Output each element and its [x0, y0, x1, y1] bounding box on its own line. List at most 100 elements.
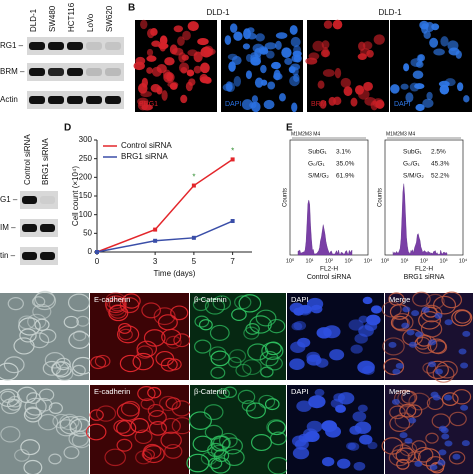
cell	[392, 315, 410, 331]
blot-band	[48, 42, 64, 50]
cell	[321, 420, 338, 433]
x-tick-label: 10²	[420, 258, 428, 264]
row-label: BRM –	[0, 67, 25, 76]
panel-label: D	[64, 123, 71, 134]
row-label: IM –	[0, 223, 16, 232]
nucleus	[460, 404, 469, 411]
cell	[362, 296, 373, 305]
nucleus	[150, 28, 158, 36]
nucleus	[290, 36, 301, 48]
cell	[33, 291, 57, 311]
stat-value: 52.2%	[431, 173, 450, 180]
nucleus	[246, 27, 255, 34]
nucleus	[159, 43, 166, 52]
cell	[354, 421, 372, 434]
nucleus	[312, 40, 324, 52]
cell	[408, 392, 431, 411]
gate-label: M1M2M3 M4	[291, 131, 320, 137]
nucleus	[370, 100, 378, 111]
cell	[23, 407, 43, 423]
micrograph	[307, 20, 389, 112]
nucleus	[390, 84, 400, 94]
cell	[449, 411, 467, 427]
nucleus	[166, 72, 174, 82]
blot-band	[67, 42, 83, 50]
cell	[299, 304, 312, 314]
nucleus	[334, 67, 342, 79]
x-tick-label: 3	[153, 257, 158, 266]
lane-label: HCT116	[67, 2, 76, 32]
nucleus	[319, 99, 327, 109]
nucleus	[180, 94, 188, 104]
cell	[85, 423, 107, 441]
nucleus	[441, 433, 450, 440]
nucleus	[416, 61, 424, 68]
lane-label: LoVo	[86, 13, 95, 32]
cell	[0, 388, 20, 408]
cell	[142, 445, 165, 464]
cell	[227, 356, 242, 368]
lane-label: SW620	[105, 5, 114, 32]
blot-band	[40, 224, 55, 232]
blot-band	[67, 68, 83, 76]
cell	[63, 315, 79, 329]
series-line	[96, 158, 234, 253]
cell	[411, 440, 427, 453]
cell	[357, 404, 368, 413]
cell	[89, 409, 104, 421]
y-tick-label: 0	[88, 247, 93, 256]
nucleus	[405, 92, 414, 103]
cell	[238, 294, 262, 313]
nucleus	[255, 33, 265, 42]
nucleus	[434, 368, 443, 375]
nucleus	[434, 312, 443, 319]
row-label: RG1 –	[0, 41, 24, 50]
x-tick-label: 10⁰	[286, 257, 295, 264]
cell	[141, 302, 161, 319]
y-tick-label: 300	[79, 135, 93, 144]
nucleus	[423, 30, 431, 40]
cell	[160, 357, 178, 372]
blot-band	[22, 196, 37, 204]
panel-label: E	[286, 123, 293, 134]
nucleus	[260, 64, 267, 74]
point	[95, 250, 99, 254]
nucleus	[228, 61, 236, 72]
cell	[188, 411, 212, 430]
cell	[242, 359, 262, 376]
cell	[170, 305, 189, 321]
nucleus	[416, 54, 424, 63]
cell	[24, 397, 47, 416]
nucleus	[458, 348, 467, 355]
cell	[105, 299, 127, 316]
y-tick-label: 100	[79, 210, 93, 219]
image-label: Merge	[389, 295, 410, 304]
blot-strip	[20, 247, 58, 265]
nucleus	[440, 36, 449, 47]
x-axis-title: FL2-H	[415, 266, 433, 273]
nucleus	[411, 310, 420, 317]
cell	[348, 319, 364, 331]
nucleus	[207, 48, 216, 55]
cell	[95, 405, 117, 422]
cell	[14, 448, 30, 462]
cell	[94, 354, 111, 368]
cell	[269, 431, 287, 446]
x-tick-label: 10³	[345, 258, 353, 264]
nucleus	[227, 53, 238, 61]
y-axis-title: Cell count (×10⁴)	[71, 166, 80, 226]
nucleus	[463, 95, 470, 103]
lane-label: DLD-1	[29, 8, 38, 32]
y-tick-label: 250	[79, 154, 93, 163]
cell	[414, 446, 434, 463]
nucleus	[366, 49, 374, 58]
cell	[173, 333, 191, 348]
nucleus	[391, 398, 400, 405]
image-label: E-cadherin	[94, 295, 130, 304]
y-tick-label: 200	[79, 172, 93, 181]
blot-band	[86, 96, 102, 104]
cell	[448, 451, 466, 465]
cell	[159, 395, 178, 412]
nucleus	[444, 78, 456, 87]
blot-band	[48, 68, 64, 76]
